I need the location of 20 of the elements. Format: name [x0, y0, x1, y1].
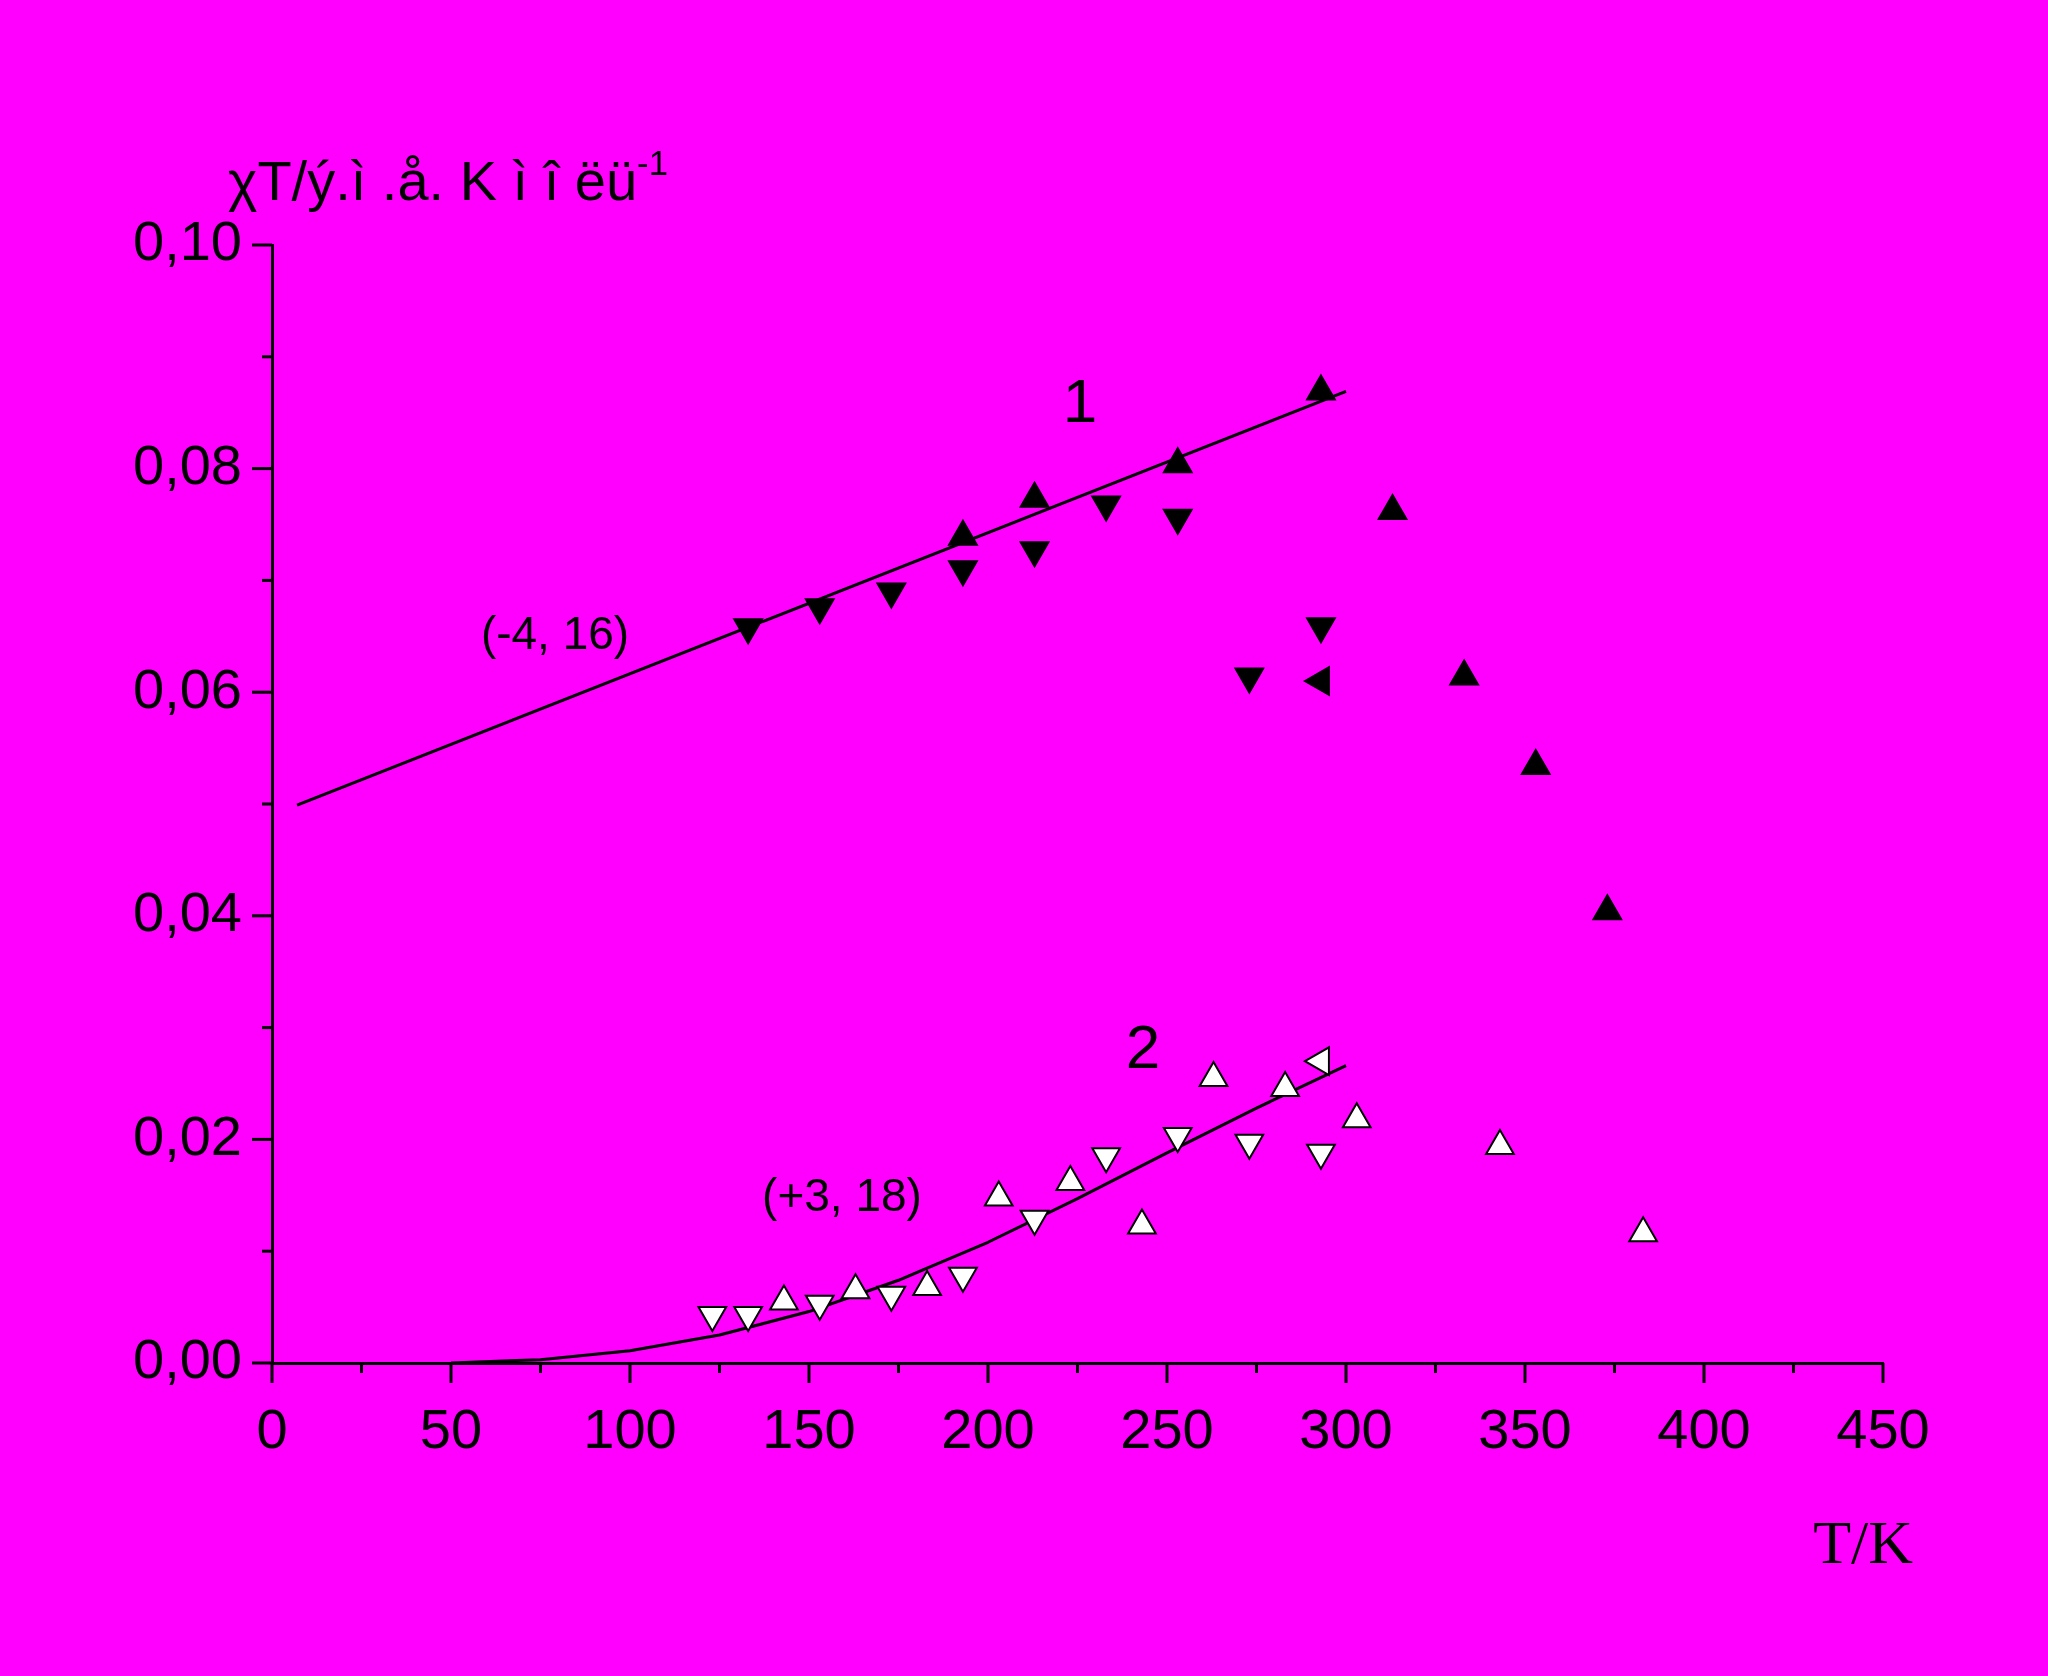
- x-tick-label: 50: [419, 1397, 483, 1461]
- x-tick-label: 150: [762, 1397, 856, 1461]
- annotation: 2: [1125, 1012, 1161, 1082]
- y-tick-label: 0,02: [133, 1103, 242, 1167]
- x-tick-label: 0: [256, 1397, 288, 1461]
- annotation: (+3, 18): [762, 1168, 922, 1221]
- x-tick-label: 450: [1836, 1397, 1930, 1461]
- x-axis-title: T/K: [1813, 1508, 1914, 1576]
- y-tick-label: 0,08: [133, 433, 242, 497]
- annotation: 1: [1062, 366, 1098, 436]
- y-tick-label: 0,04: [133, 880, 242, 944]
- x-tick-label: 250: [1120, 1397, 1214, 1461]
- x-tick-label: 100: [583, 1397, 677, 1461]
- annotation: (-4, 16): [480, 606, 630, 659]
- x-tick-label: 200: [941, 1397, 1035, 1461]
- x-tick-label: 350: [1478, 1397, 1572, 1461]
- y-tick-label: 0,06: [133, 656, 242, 720]
- x-tick-label: 300: [1299, 1397, 1393, 1461]
- x-tick-label: 400: [1657, 1397, 1751, 1461]
- y-tick-label: 0,00: [133, 1327, 242, 1391]
